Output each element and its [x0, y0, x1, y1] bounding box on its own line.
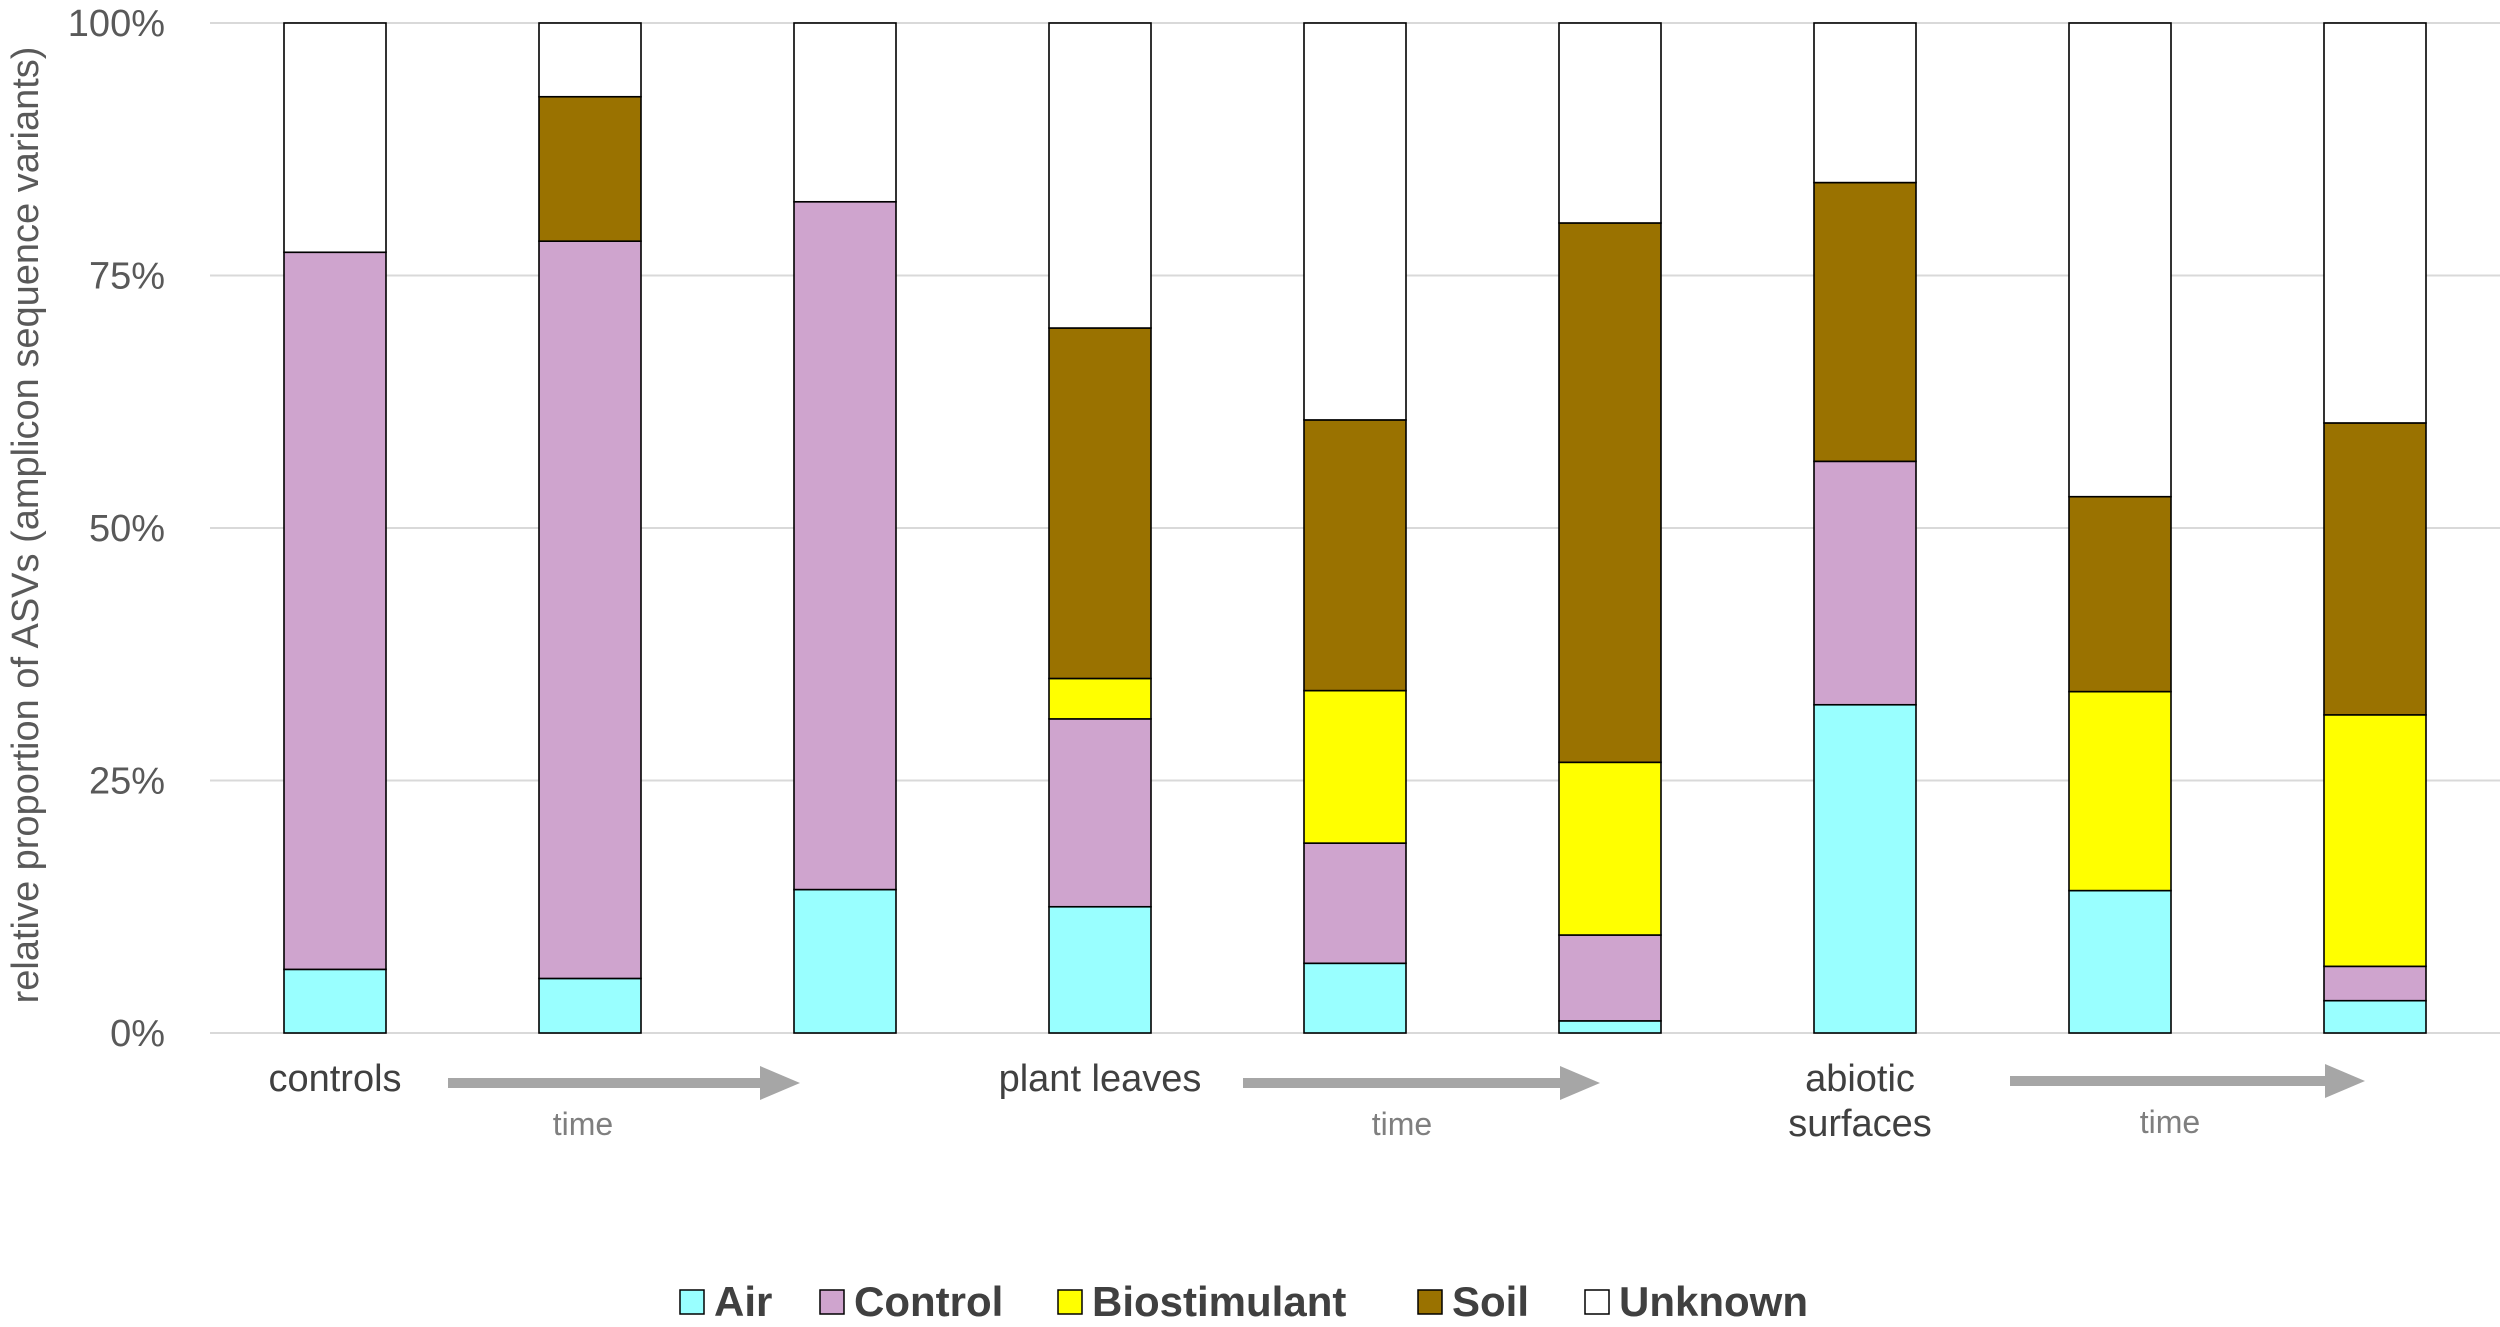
bar-segment-control — [1048, 718, 1152, 908]
legend-label-air: Air — [714, 1278, 772, 1325]
group-label: plant leaves — [999, 1058, 1202, 1100]
bar-segment-soil — [1558, 222, 1662, 764]
legend-label-unknown: Unknown — [1619, 1278, 1808, 1325]
legend-swatch-soil — [1417, 1289, 1443, 1315]
y-axis-ticks: 0% 25% 50% 75% 100% — [68, 3, 165, 1055]
bar-segment-soil — [2323, 422, 2427, 716]
bar-segment-air — [2068, 889, 2172, 1034]
legend-swatch-biostimulant — [1057, 1289, 1083, 1315]
bar-segment-air — [793, 888, 897, 1034]
bar-segment-unknown — [1303, 22, 1407, 421]
y-tick-label: 100% — [68, 3, 165, 45]
bar-segment-soil — [1813, 181, 1917, 463]
bar-segment-air — [1048, 905, 1152, 1034]
bar-segment-unknown — [538, 22, 642, 98]
group-label: abiotic — [1805, 1058, 1915, 1100]
time-label: time — [553, 1106, 613, 1142]
bar-segment-control — [283, 251, 387, 971]
bar-segment-control — [538, 240, 642, 980]
bar-segment-soil — [2068, 495, 2172, 693]
bar-segment-unknown — [283, 22, 387, 254]
bar-segment-biostimulant — [1048, 677, 1152, 720]
legend: Air Control Biostimulant Soil Unknown — [679, 1278, 1808, 1325]
legend-label-control: Control — [854, 1278, 1003, 1325]
y-axis-label: relative proportion of ASVs (amplicon se… — [5, 47, 47, 1004]
time-label: time — [1372, 1106, 1432, 1142]
bar-segment-soil — [1048, 327, 1152, 680]
bar-segment-biostimulant — [1303, 689, 1407, 844]
bar-segment-air — [2323, 999, 2427, 1034]
bar-segment-biostimulant — [1558, 761, 1662, 936]
bar-segment-unknown — [1813, 22, 1917, 184]
y-tick-label: 25% — [89, 761, 165, 803]
legend-swatch-air — [679, 1289, 705, 1315]
bar-segment-unknown — [2068, 22, 2172, 498]
bar-segment-biostimulant — [2068, 690, 2172, 892]
bar-segment-control — [2323, 965, 2427, 1002]
group-label: controls — [268, 1058, 401, 1100]
bar-segment-control — [1303, 842, 1407, 965]
legend-label-biostimulant: Biostimulant — [1092, 1278, 1346, 1325]
bar-segment-unknown — [1558, 22, 1662, 224]
bar-segment-unknown — [793, 22, 897, 203]
bar-segment-air — [283, 968, 387, 1034]
bar-segment-control — [1558, 934, 1662, 1022]
time-arrow-head — [2325, 1064, 2365, 1098]
bar-segment-unknown — [2323, 22, 2427, 424]
time-arrow-head — [1560, 1066, 1600, 1100]
bar-segment-air — [1558, 1020, 1662, 1034]
bar-segment-unknown — [1048, 22, 1152, 329]
y-tick-label: 0% — [110, 1013, 165, 1055]
time-arrow-head — [760, 1066, 800, 1100]
bar-segment-soil — [538, 95, 642, 242]
bar-segment-biostimulant — [2323, 714, 2427, 968]
bars — [283, 22, 2427, 1034]
time-label: time — [2140, 1104, 2200, 1140]
bar-segment-air — [1813, 703, 1917, 1034]
bar-segment-air — [1303, 962, 1407, 1034]
group-label: surfaces — [1788, 1103, 1932, 1145]
bar-segment-control — [793, 200, 897, 891]
legend-swatch-control — [819, 1289, 845, 1315]
y-tick-label: 75% — [89, 256, 165, 298]
bar-segment-soil — [1303, 419, 1407, 692]
legend-label-soil: Soil — [1452, 1278, 1529, 1325]
bar-segment-control — [1813, 460, 1917, 706]
y-tick-label: 50% — [89, 508, 165, 550]
bar-segment-air — [538, 977, 642, 1034]
legend-swatch-unknown — [1584, 1289, 1610, 1315]
group-labels: controls time plant leaves time abioticsurfa… — [268, 1058, 2365, 1145]
